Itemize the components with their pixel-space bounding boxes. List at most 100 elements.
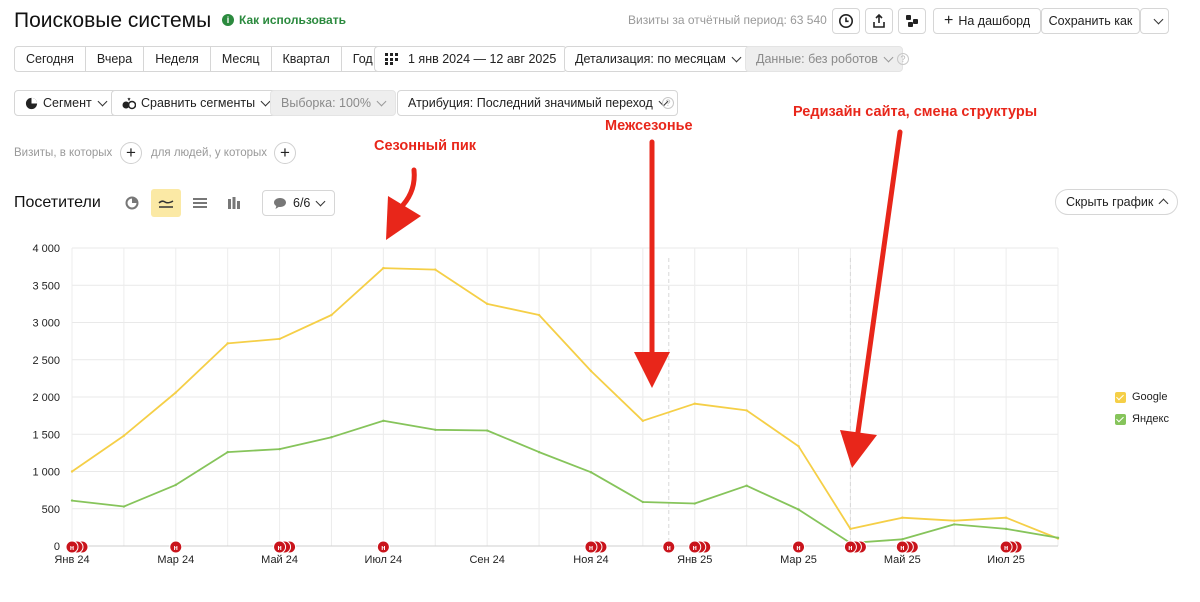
data-point [641,500,645,504]
howto-link[interactable]: i Как использовать [222,13,346,27]
chart-type-pie[interactable] [118,189,146,217]
calendar-icon [385,53,398,65]
sample-dropdown[interactable]: Выборка: 100% [270,90,396,116]
event-marker-glyph: н [70,545,74,552]
save-as-button[interactable]: Сохранить как [1041,8,1140,34]
data-point [953,523,956,526]
data-point [589,369,593,373]
event-marker-icon [693,540,707,554]
x-tick-label: Янв 24 [54,554,89,566]
help-icon[interactable]: ? [662,97,674,109]
data-point [537,450,541,454]
event-marker-icon [169,540,183,554]
attribution-dropdown[interactable]: Атрибуция: Последний значимый переход [397,90,678,116]
series-line-yandex [71,419,1059,544]
data-point [122,505,126,508]
save-as-label: Сохранить как [1048,14,1133,28]
data-point [226,342,229,345]
help-icon[interactable]: ? [897,53,909,65]
date-range-label: 1 янв 2024 — 12 авг 2025 [408,52,557,66]
event-marker-icon [584,540,598,554]
event-marker-icon [843,540,857,554]
period-month[interactable]: Месяц [211,47,272,71]
y-tick-label: 4 000 [32,243,60,255]
event-marker-icon [999,540,1013,554]
compare-icon [122,97,136,109]
period-quarter[interactable]: Квартал [272,47,342,71]
event-marker-glyph: н [667,545,671,552]
event-marker-icon [65,540,79,554]
event-marker-glyph: н [693,545,697,552]
data-point [485,429,489,432]
puzzle-icon [906,15,918,27]
event-marker-icon [594,540,608,554]
settings-button[interactable] [898,8,926,34]
x-tick-label: Май 25 [884,554,921,566]
period-today[interactable]: Сегодня [15,47,86,71]
event-marker-icon [698,540,712,554]
arrow-peak [400,167,417,208]
period-yesterday[interactable]: Вчера [86,47,145,71]
event-marker-icon [589,540,603,554]
add-people-filter-button[interactable]: + [274,142,296,164]
event-marker-icon [376,540,390,554]
chart-type-line[interactable] [151,189,181,217]
data-point [174,483,177,487]
legend-item-yandex[interactable]: Яндекс [1115,413,1169,425]
event-marker-glyph: н [900,545,904,552]
page-title: Поисковые системы [14,9,212,32]
legend-label-yandex: Яндекс [1132,413,1169,425]
data-point [382,419,385,423]
dashboard-button[interactable]: + На дашборд [933,8,1042,34]
annotation-offseason: Межсезонье [605,118,693,134]
x-tick-label: Июл 24 [365,554,403,566]
arrow-redesign [855,129,903,435]
hide-chart-label: Скрыть график [1066,195,1154,209]
hide-chart-button[interactable]: Скрыть график [1055,189,1179,215]
pie-chart-icon [125,196,139,210]
robots-dropdown[interactable]: Данные: без роботов [745,46,903,72]
data-point [330,436,333,439]
line-chart-icon [158,200,174,208]
chart-type-area[interactable] [186,189,214,217]
checkbox-icon [1115,391,1126,403]
pie-icon [25,97,38,109]
event-marker-icon [1009,540,1023,554]
chevron-down-icon [97,96,108,106]
period-year[interactable]: Год [352,52,373,66]
data-point [278,337,281,341]
share-icon [873,13,885,28]
data-point [953,519,956,522]
event-marker-icon [662,540,676,554]
save-menu-button[interactable] [1140,8,1169,34]
export-button[interactable] [865,8,893,34]
x-tick-label: Июл 25 [987,554,1025,566]
event-marker-glyph: н [381,545,385,552]
arrowhead-offseason [634,352,670,388]
x-tick-label: Ноя 24 [573,554,608,566]
event-marker-icon [905,540,919,554]
chevron-down-icon [883,52,894,62]
bar-chart-icon [228,197,240,209]
period-week[interactable]: Неделя [144,47,211,71]
detail-dropdown[interactable]: Детализация: по месяцам [564,46,751,72]
chart-type-bar[interactable] [220,189,248,217]
segment-dropdown[interactable]: Сегмент [14,90,117,116]
data-point [330,313,333,317]
data-point [278,447,281,451]
chevron-down-icon [315,196,326,206]
history-button[interactable] [832,8,860,34]
annotation-peak: Сезонный пик [374,138,477,154]
date-range-picker[interactable]: 1 янв 2024 — 12 авг 2025 [374,46,568,72]
event-marker-icon [848,540,862,554]
chevron-down-icon [1153,14,1163,24]
legend-item-google[interactable]: Google [1115,391,1167,403]
add-visit-filter-button[interactable]: + [120,142,142,164]
series-selector[interactable]: 6/6 [262,190,336,216]
data-point [693,402,696,405]
compare-dropdown[interactable]: Сравнить сегменты [111,90,281,116]
data-point [226,450,229,454]
event-marker-icon [900,540,914,554]
data-point [849,541,852,545]
data-point [537,313,541,317]
